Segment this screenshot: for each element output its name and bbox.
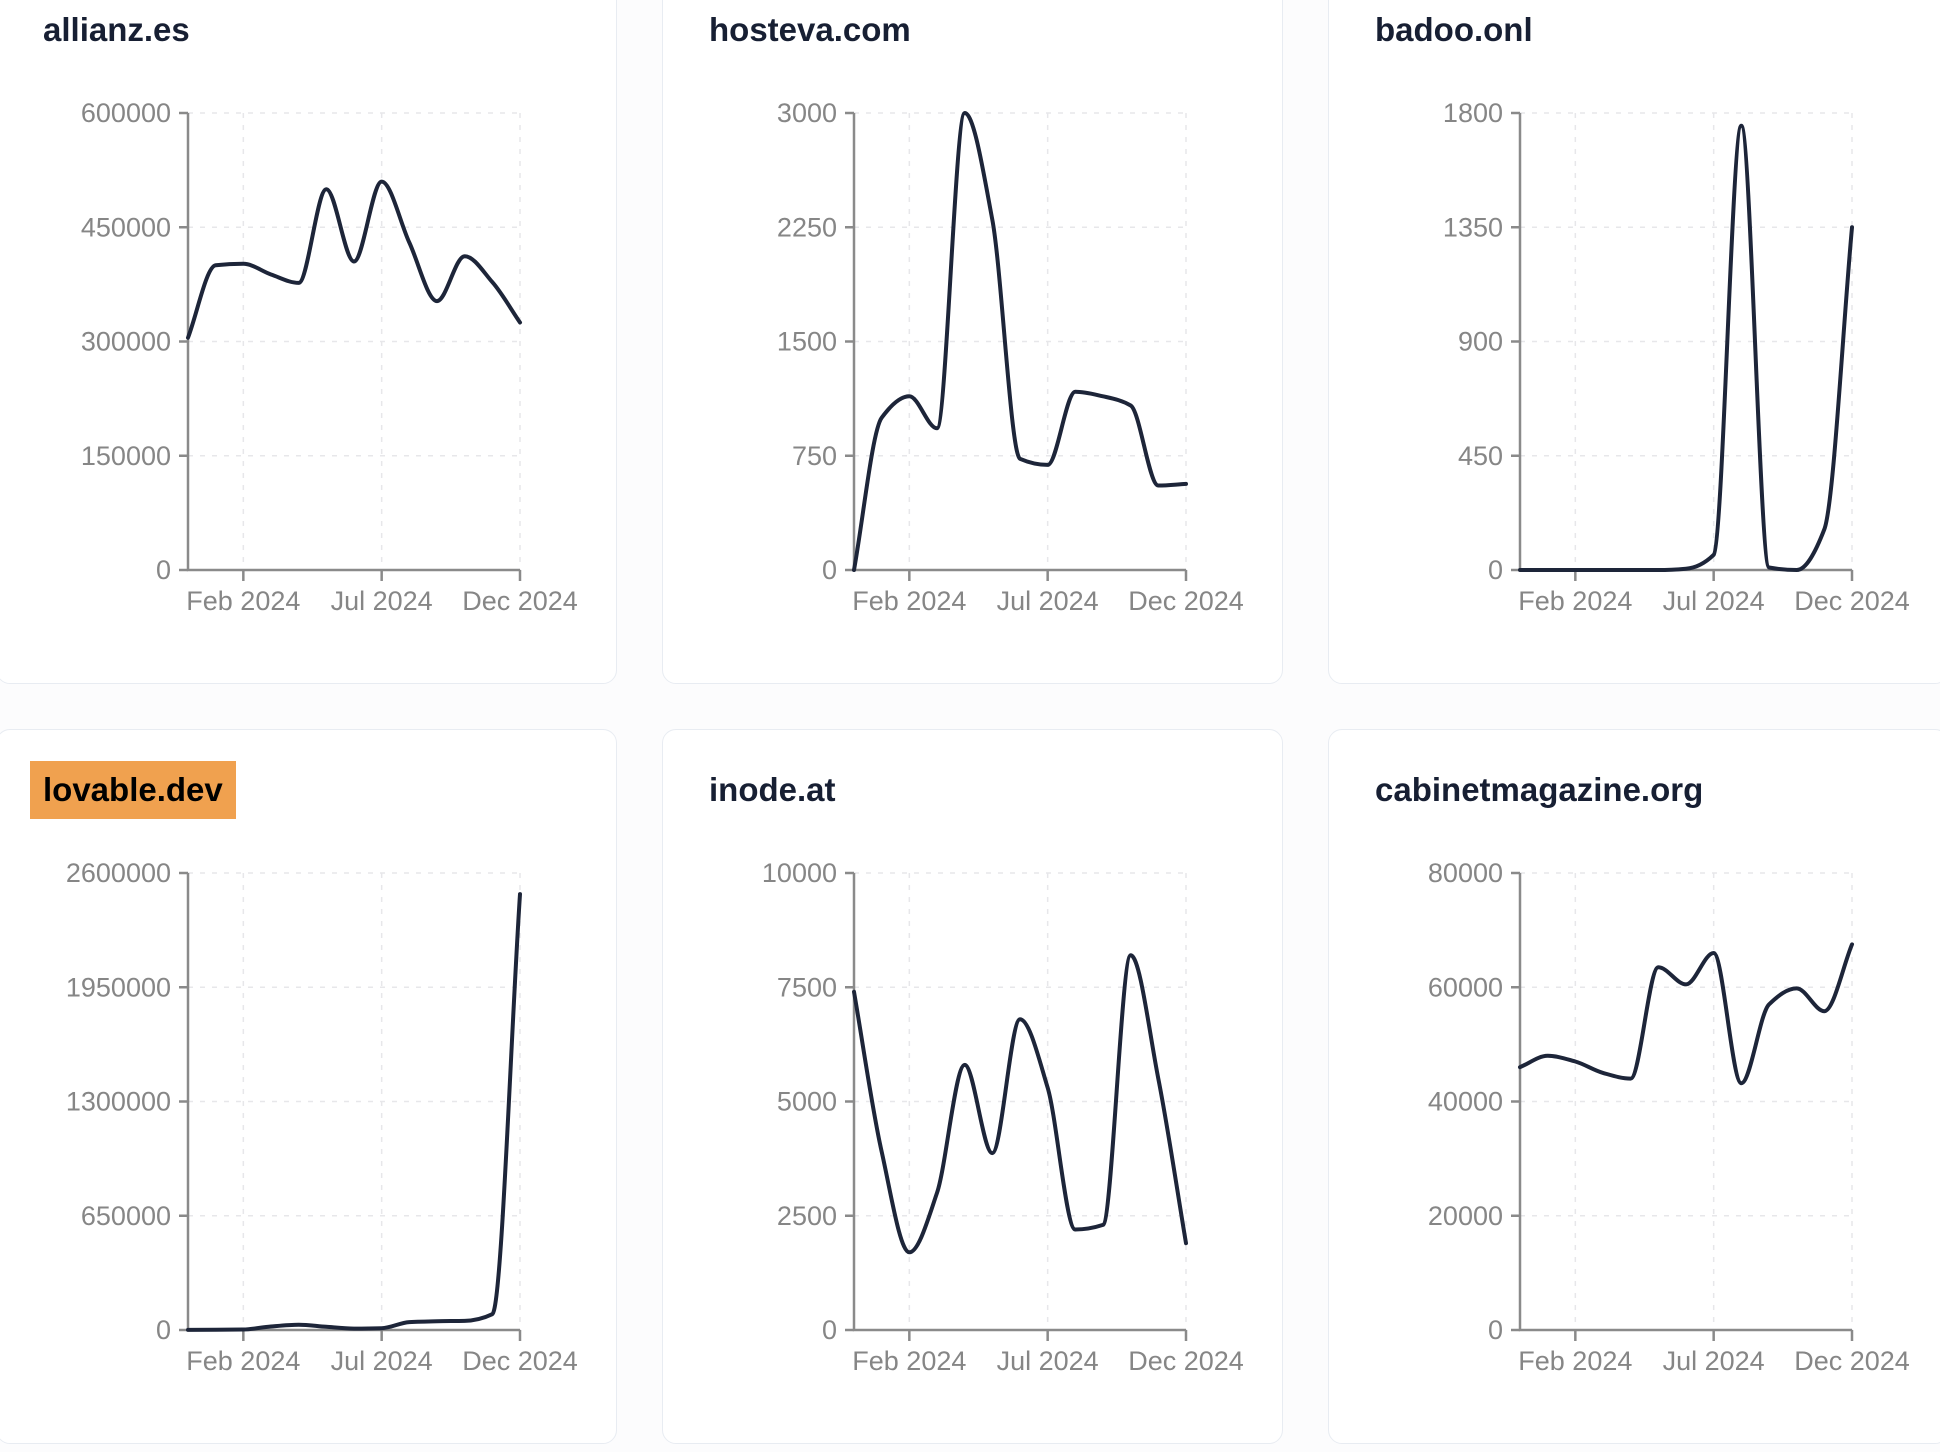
chart-title-text: hosteva.com [709,11,911,48]
x-tick-label: Dec 2024 [1128,586,1244,616]
series-line [1518,123,1854,573]
chart-title: allianz.es [43,10,190,50]
x-tick-label: Feb 2024 [186,586,300,616]
series-line [1518,942,1854,1086]
y-tick-label: 3000 [777,98,837,128]
x-tick-label: Jul 2024 [1663,1346,1765,1376]
chart-title: cabinetmagazine.org [1375,770,1703,810]
line-chart: 0 150000 300000 450000 600000 Feb 2024 Jul 202… [81,98,578,616]
chart-card: badoo.onl 0 450 900 1350 1800 Feb 2024 Jul 202… [1328,0,1940,684]
x-tick-label: Jul 2024 [331,1346,433,1376]
chart-title-text: allianz.es [43,11,190,48]
x-tick-label: Dec 2024 [1794,586,1910,616]
chart-title: hosteva.com [709,10,911,50]
x-tick-label: Dec 2024 [1128,1346,1244,1376]
y-tick-label: 0 [156,1315,171,1345]
y-tick-label: 2600000 [66,858,171,888]
series-line [852,953,1188,1255]
line-chart: 0 2500 5000 7500 10000 Feb 2024 Jul 2024 Dec 20… [762,858,1244,1376]
y-tick-label: 750 [792,441,837,471]
y-tick-label: 1950000 [66,972,171,1002]
y-tick-label: 5000 [777,1087,837,1117]
chart-title: badoo.onl [1375,10,1533,50]
y-tick-label: 80000 [1428,858,1503,888]
y-tick-label: 10000 [762,858,837,888]
chart-card: allianz.es 0 150000 300000 450000 600000 Feb … [0,0,617,684]
y-tick-label: 150000 [81,441,171,471]
y-tick-label: 1800 [1443,98,1503,128]
chart-title: inode.at [709,770,836,810]
y-tick-label: 7500 [777,972,837,1002]
x-tick-label: Dec 2024 [462,586,578,616]
y-tick-label: 450000 [81,212,171,242]
y-tick-label: 600000 [81,98,171,128]
chart-title-text: lovable.dev [30,761,236,819]
y-tick-label: 450 [1458,441,1503,471]
line-chart: 0 750 1500 2250 3000 Feb 2024 Jul 2024 Dec 2024 [777,98,1244,616]
x-tick-label: Feb 2024 [1518,586,1632,616]
y-tick-label: 1350 [1443,212,1503,242]
y-tick-label: 40000 [1428,1087,1503,1117]
chart-title-text: badoo.onl [1375,11,1533,48]
y-tick-label: 2250 [777,212,837,242]
line-chart: 0 450 900 1350 1800 Feb 2024 Jul 2024 Dec 2024 [1443,98,1910,616]
y-tick-label: 0 [156,555,171,585]
y-tick-label: 0 [1488,555,1503,585]
y-tick-label: 20000 [1428,1201,1503,1231]
x-tick-label: Dec 2024 [1794,1346,1910,1376]
x-tick-label: Feb 2024 [852,1346,966,1376]
chart-card: hosteva.com 0 750 1500 2250 3000 Feb 2024 Jul … [662,0,1283,684]
y-tick-label: 650000 [81,1201,171,1231]
y-tick-label: 1300000 [66,1087,171,1117]
chart-title-text: inode.at [709,771,836,808]
y-tick-label: 1500 [777,327,837,357]
series-line [186,892,522,1332]
chart-card: cabinetmagazine.org 0 20000 40000 60000 8000… [1328,729,1940,1444]
chart-card: inode.at 0 2500 5000 7500 10000 Feb 2024 Jul 2… [662,729,1283,1444]
x-tick-label: Feb 2024 [1518,1346,1632,1376]
x-tick-label: Jul 2024 [331,586,433,616]
x-tick-label: Jul 2024 [997,586,1099,616]
x-tick-label: Dec 2024 [462,1346,578,1376]
chart-card: lovable.dev 0 650000 1300000 1950000 2600000… [0,729,617,1444]
series-line [186,179,522,340]
y-tick-label: 0 [822,1315,837,1345]
line-chart: 0 20000 40000 60000 80000 Feb 2024 Jul 2024 Dec… [1428,858,1910,1376]
y-tick-label: 60000 [1428,972,1503,1002]
y-tick-label: 900 [1458,327,1503,357]
x-tick-label: Feb 2024 [186,1346,300,1376]
line-chart: 0 650000 1300000 1950000 2600000 Feb 2024 Jul … [66,858,578,1376]
y-tick-label: 0 [822,555,837,585]
x-tick-label: Jul 2024 [997,1346,1099,1376]
y-tick-label: 0 [1488,1315,1503,1345]
chart-title-text: cabinetmagazine.org [1375,771,1704,808]
series-line [852,111,1188,572]
y-tick-label: 2500 [777,1201,837,1231]
chart-title: lovable.dev [30,761,236,819]
y-tick-label: 300000 [81,327,171,357]
x-tick-label: Jul 2024 [1663,586,1765,616]
x-tick-label: Feb 2024 [852,586,966,616]
